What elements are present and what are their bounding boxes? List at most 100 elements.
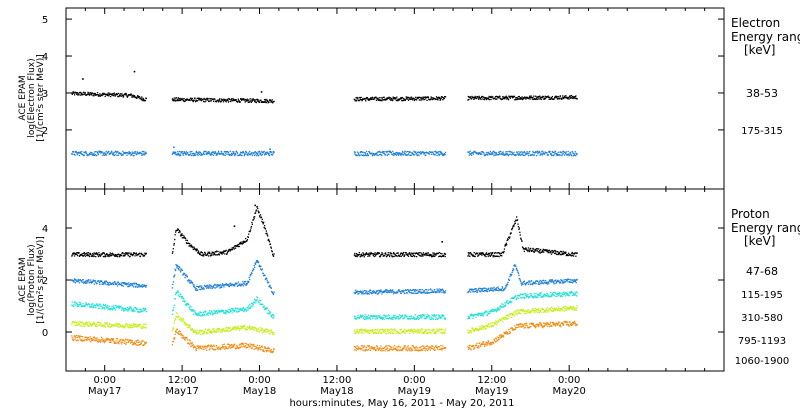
proton-point-115-195 — [212, 285, 215, 287]
electron-point-38-53 — [536, 96, 538, 98]
proton-point-115-195 — [400, 292, 402, 294]
electron-point-175-315 — [263, 150, 265, 153]
electron-point-38-53 — [265, 98, 267, 100]
proton-point-795-1193 — [386, 328, 388, 330]
electron-point-38-53 — [544, 97, 546, 99]
proton-point-47-68 — [490, 253, 492, 255]
electron-point-38-53 — [393, 97, 396, 99]
proton-point-310-580 — [272, 313, 274, 315]
proton-point-310-580 — [550, 294, 553, 296]
proton-point-795-1193 — [246, 329, 249, 331]
electron-point-38-53 — [185, 99, 188, 101]
proton-point-795-1193 — [381, 332, 383, 334]
electron-point-38-53 — [200, 97, 202, 100]
electron-point-175-315 — [231, 154, 233, 156]
x-tick-label-time: 0:00 — [248, 375, 270, 386]
proton-point-47-68 — [118, 254, 120, 256]
proton-point-115-195 — [535, 280, 537, 282]
proton-point-115-195 — [208, 284, 210, 286]
electron-point-38-53 — [124, 93, 126, 95]
electron-point-175-315 — [480, 151, 483, 153]
proton-point-310-580 — [235, 310, 238, 312]
proton-point-115-195 — [471, 288, 473, 290]
proton-point-795-1193 — [208, 328, 210, 330]
proton-point-47-68 — [425, 254, 427, 257]
electron-point-175-315 — [366, 154, 368, 157]
electron-point-175-315 — [508, 153, 511, 155]
proton-point-115-195 — [358, 293, 360, 295]
proton-point-115-195 — [516, 267, 518, 269]
proton-point-795-1193 — [365, 331, 367, 333]
proton-point-310-580 — [224, 312, 226, 314]
proton-point-115-195 — [443, 292, 445, 294]
proton-point-310-580 — [78, 304, 80, 306]
proton-point-115-195 — [101, 283, 103, 285]
proton-point-115-195 — [426, 289, 428, 291]
electron-point-175-315 — [175, 151, 177, 153]
electron-point-38-53 — [557, 98, 559, 100]
proton-point-115-195 — [443, 291, 445, 293]
proton-point-310-580 — [412, 316, 415, 318]
electron-point-38-53 — [507, 97, 509, 99]
electron-point-175-315 — [174, 153, 176, 155]
electron-point-38-53 — [523, 98, 525, 100]
proton-point-795-1193 — [394, 329, 397, 331]
electron-point-175-315 — [254, 154, 256, 156]
proton-point-795-1193 — [96, 325, 98, 328]
proton-point-310-580 — [405, 315, 407, 317]
proton-point-795-1193 — [144, 327, 147, 329]
proton-point-47-68 — [143, 254, 146, 256]
proton-point-795-1193 — [426, 331, 428, 334]
proton-point-47-68 — [559, 253, 561, 256]
proton-point-115-195 — [195, 289, 197, 292]
electron-point-38-53 — [258, 101, 261, 103]
electron-point-38-53 — [87, 93, 89, 95]
proton-point-795-1193 — [265, 328, 267, 330]
proton-point-795-1193 — [250, 326, 253, 328]
proton-point-310-580 — [401, 316, 403, 318]
proton-point-115-195 — [244, 281, 246, 283]
electron-point-38-53 — [394, 98, 396, 100]
electron-point-38-53 — [135, 96, 137, 99]
electron-point-38-53 — [406, 97, 408, 100]
proton-point-115-195 — [510, 274, 512, 276]
proton-point-795-1193 — [142, 325, 144, 328]
proton-point-47-68 — [240, 243, 242, 245]
electron-point-175-315 — [538, 151, 540, 154]
electron-point-38-53 — [116, 93, 119, 95]
electron-point-38-53 — [399, 97, 402, 100]
proton-point-115-195 — [242, 281, 244, 283]
electron-point-38-53 — [355, 100, 357, 102]
proton-point-310-580 — [387, 314, 389, 316]
proton-point-795-1193 — [432, 328, 434, 331]
proton-point-115-195 — [575, 279, 577, 281]
proton-point-310-580 — [112, 308, 114, 310]
electron-point-38-53 — [101, 92, 104, 95]
x-tick-label-date: May18 — [243, 386, 276, 397]
electron-point-175-315 — [491, 153, 493, 155]
proton-point-310-580 — [430, 318, 432, 320]
electron-point-175-315 — [206, 151, 208, 153]
proton-point-310-580 — [139, 308, 142, 311]
proton-point-115-195 — [254, 263, 257, 265]
proton-point-115-195 — [397, 291, 399, 294]
electron-point-175-315 — [233, 151, 235, 153]
proton-point-47-68 — [539, 252, 541, 254]
proton-point-115-195 — [515, 268, 517, 270]
proton-point-310-580 — [477, 313, 479, 315]
proton-point-115-195 — [195, 288, 197, 290]
proton-point-310-580 — [239, 308, 241, 310]
proton-point-115-195 — [143, 284, 146, 286]
proton-point-47-68 — [435, 254, 437, 256]
electron-point-175-315 — [526, 151, 528, 153]
proton-point-47-68 — [554, 252, 556, 255]
proton-point-47-68 — [98, 252, 100, 254]
electron-point-38-53 — [492, 96, 494, 98]
electron-point-175-315 — [435, 152, 437, 154]
proton-point-310-580 — [515, 299, 517, 301]
proton-point-115-195 — [186, 276, 188, 278]
proton-point-47-68 — [432, 255, 434, 257]
proton-point-115-195 — [521, 282, 523, 284]
electron-point-175-315 — [392, 154, 394, 156]
